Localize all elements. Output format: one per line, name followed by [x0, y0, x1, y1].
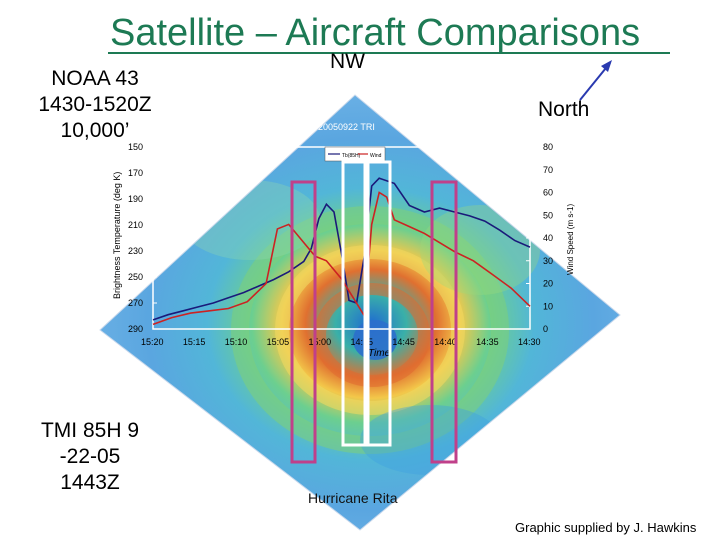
- y-right-label: Wind Speed (m s-1): [566, 204, 575, 275]
- y-left-tick: 250: [128, 272, 143, 282]
- y-right-tick: 20: [543, 279, 553, 289]
- tmi-line1: TMI 85H 9: [40, 419, 140, 442]
- x-tick: 15:15: [183, 337, 206, 347]
- x-tick: 14:55: [350, 337, 373, 347]
- noaa-line1: NOAA 43: [51, 67, 139, 90]
- y-left-tick: 270: [128, 298, 143, 308]
- nw-label: NW: [330, 50, 365, 73]
- legend-tb-label: Tb(85H): [342, 153, 361, 159]
- credit-text: Graphic supplied by J. Hawkins: [515, 520, 697, 535]
- y-left-tick: 150: [128, 142, 143, 152]
- x-tick: 15:10: [225, 337, 248, 347]
- north-arrow-head-icon: [601, 60, 612, 72]
- y-right-tick: 50: [543, 210, 553, 220]
- tmi-line2: -22-05: [59, 445, 121, 468]
- y-right-tick: 30: [543, 256, 553, 266]
- white-box-right: [366, 160, 392, 447]
- pink-box-left: [290, 180, 317, 464]
- tmi-label: TMI 85H 9 -22-05 1443Z: [10, 418, 170, 496]
- legend-wind-label: Wind: [370, 153, 382, 159]
- y-left-tick: 210: [128, 220, 143, 230]
- y-right-tick: 0: [543, 324, 548, 334]
- north-label: North: [538, 98, 590, 121]
- y-left-tick: 290: [128, 324, 143, 334]
- x-tick: 15:20: [141, 337, 164, 347]
- noaa-line3: 10,000’: [60, 119, 130, 142]
- y-right-tick: 40: [543, 233, 553, 243]
- y-left-tick: 190: [128, 194, 143, 204]
- white-box-left: [341, 160, 367, 447]
- noaa-label: NOAA 43 1430-1520Z 10,000’: [15, 66, 175, 144]
- chart-date-label: 20050922 TRI: [318, 122, 375, 132]
- tmi-line3: 1443Z: [60, 471, 120, 494]
- x-tick: 14:45: [392, 337, 415, 347]
- y-left-tick: 170: [128, 168, 143, 178]
- y-right-tick: 10: [543, 301, 553, 311]
- x-tick: 14:40: [434, 337, 457, 347]
- pink-box-right: [430, 180, 458, 464]
- y-right-tick: 80: [543, 142, 553, 152]
- y-right-tick: 60: [543, 188, 553, 198]
- y-right-tick: 70: [543, 165, 553, 175]
- y-left-label: Brightness Temperature (deg K): [112, 172, 122, 299]
- wind-series-line: [152, 191, 531, 326]
- x-tick: 14:35: [476, 337, 499, 347]
- x-tick: 14:30: [518, 337, 541, 347]
- x-tick: 15:00: [309, 337, 332, 347]
- x-axis-label: Time: [368, 348, 391, 359]
- title-underline: [108, 52, 670, 54]
- hurricane-label: Hurricane Rita: [308, 490, 398, 506]
- slide-title: Satellite – Aircraft Comparisons: [110, 12, 641, 54]
- y-left-tick: 230: [128, 246, 143, 256]
- x-tick: 15:05: [267, 337, 290, 347]
- noaa-line2: 1430-1520Z: [38, 93, 152, 116]
